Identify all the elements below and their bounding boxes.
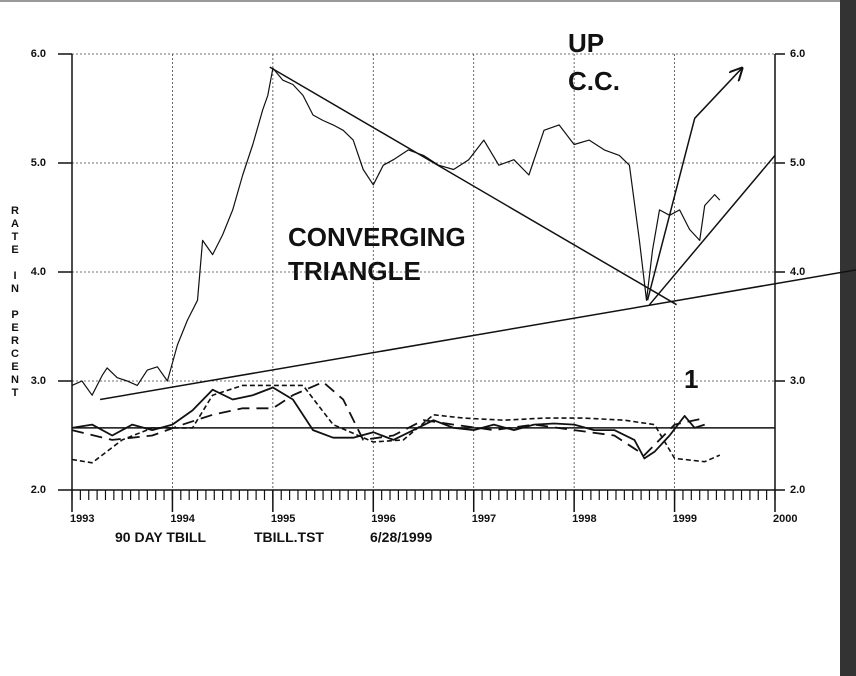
y-tick-label: 5.0 — [31, 157, 46, 169]
x-tick-label: 1996 — [371, 513, 395, 525]
y-tick-label: 2.0 — [31, 484, 46, 496]
series-line — [71, 384, 721, 464]
x-tick-label: 1994 — [170, 513, 195, 525]
annotation: TRIANGLE — [288, 256, 421, 286]
x-tick-label: 1999 — [673, 513, 697, 525]
y2-tick-label: 2.0 — [790, 484, 805, 496]
footer-text: 90 DAY TBILL — [115, 529, 206, 545]
y-axis-label: RATE IN PERCENT — [9, 205, 21, 400]
y-tick-label: 3.0 — [31, 375, 46, 387]
series-line — [646, 68, 742, 301]
series-line — [99, 269, 856, 401]
x-tick-label: 1997 — [472, 513, 496, 525]
y2-tick-label: 5.0 — [790, 157, 805, 169]
series-line — [71, 386, 705, 460]
series-line — [648, 154, 776, 306]
series-line — [71, 381, 705, 456]
footer-text: 6/28/1999 — [370, 529, 432, 545]
y2-tick-label: 6.0 — [790, 48, 805, 60]
x-tick-label: 1998 — [572, 513, 596, 525]
series-line — [71, 67, 721, 396]
annotation: UP — [568, 28, 604, 58]
series-line — [269, 66, 677, 306]
annotation: C.C. — [568, 66, 620, 96]
x-tick-label: 2000 — [773, 513, 797, 525]
x-tick-label: 1995 — [271, 513, 295, 525]
x-tick-label: 1993 — [70, 513, 94, 525]
right-border — [840, 0, 856, 676]
annotation: 1 — [684, 364, 698, 394]
footer-text: TBILL.TST — [254, 529, 324, 545]
y2-tick-label: 3.0 — [790, 375, 805, 387]
annotation: CONVERGING — [288, 222, 466, 252]
y2-tick-label: 4.0 — [790, 266, 805, 278]
y-tick-label: 6.0 — [31, 48, 46, 60]
y-tick-label: 4.0 — [31, 266, 46, 278]
